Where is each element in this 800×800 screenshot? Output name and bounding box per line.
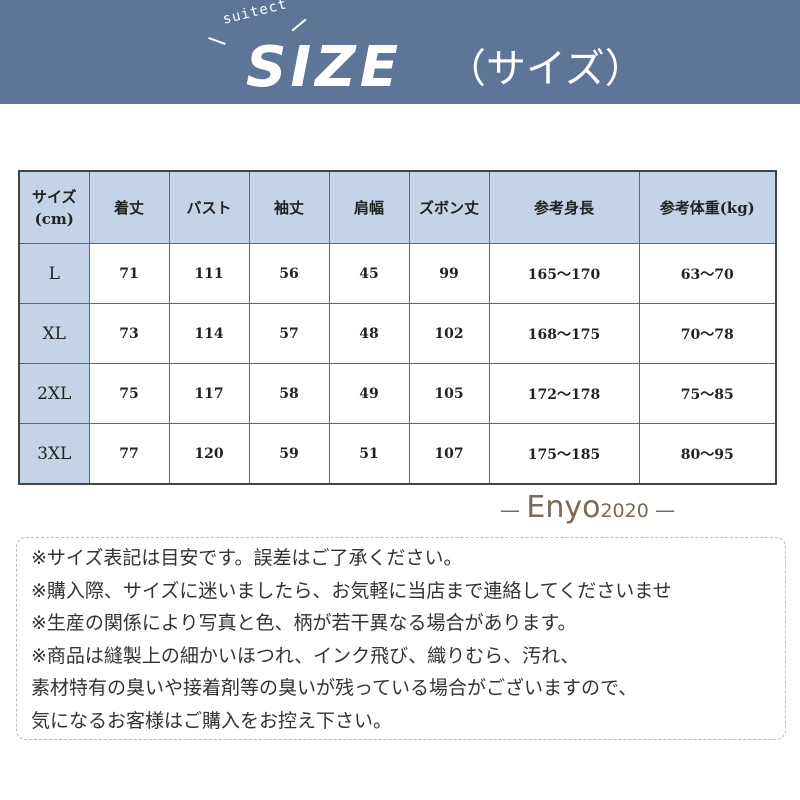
table-cell: 73	[88, 303, 170, 364]
watermark-dash: —	[500, 498, 527, 522]
header-sleeve: 袖丈	[248, 170, 330, 244]
note-line: 気になるお客様はご購入をお控え下さい。	[31, 709, 393, 732]
table-cell: 75〜85	[638, 363, 777, 424]
watermark-year: 2020	[600, 500, 649, 522]
header-bust: バスト	[168, 170, 250, 244]
table-cell: 75	[88, 363, 170, 424]
header-pants-length: ズボン丈	[408, 170, 490, 244]
table-cell: 48	[328, 303, 410, 364]
size-cell: XL	[18, 303, 90, 364]
table-cell: 114	[168, 303, 250, 364]
table-cell: 165〜170	[488, 243, 640, 304]
logo-kana-text: （サイズ）	[446, 46, 645, 92]
logo-small-text: suitect	[221, 0, 289, 28]
header-height: 参考身長	[488, 170, 640, 244]
table-cell: 111	[168, 243, 250, 304]
table-cell: 71	[88, 243, 170, 304]
table-row: XL 73 114 57 48 102 168〜175 70〜78	[18, 303, 777, 364]
watermark: — Enyo2020 —	[500, 492, 675, 527]
table-cell: 63〜70	[638, 243, 777, 304]
logo-slash-left	[208, 36, 226, 46]
table-cell: 117	[168, 363, 250, 424]
notes-box: ※サイズ表記は目安です。誤差はご了承ください。 ※購入際、サイズに迷いましたら、…	[16, 537, 786, 740]
table-cell: 49	[328, 363, 410, 424]
header-weight: 参考体重(kg)	[638, 170, 777, 244]
watermark-dash: —	[648, 498, 676, 522]
table-cell: 58	[248, 363, 330, 424]
table-cell: 120	[168, 423, 250, 485]
table-cell: 70〜78	[638, 303, 777, 364]
size-table: サイズ (cm) 着丈 バスト 袖丈 肩幅 ズボン丈 参考身長 参考体重(kg)…	[18, 170, 777, 485]
table-cell: 80〜95	[638, 423, 777, 485]
logo-slash-right	[291, 18, 307, 32]
table-cell: 168〜175	[488, 303, 640, 364]
table-cell: 105	[408, 363, 490, 424]
table-row: L 71 111 56 45 99 165〜170 63〜70	[18, 243, 777, 304]
table-header-row: サイズ (cm) 着丈 バスト 袖丈 肩幅 ズボン丈 参考身長 参考体重(kg)	[18, 170, 777, 244]
header-shoulder: 肩幅	[328, 170, 410, 244]
note-line: ※サイズ表記は目安です。誤差はご了承ください。	[31, 547, 463, 569]
note-line: ※購入際、サイズに迷いましたら、お気軽に当店まで連絡してくださいませ	[31, 579, 672, 602]
table-cell: 172〜178	[488, 363, 640, 424]
logo-size-text: SIZE	[246, 35, 403, 100]
title-banner: suitect SIZE （サイズ）	[0, 0, 800, 104]
header-size: サイズ (cm)	[18, 170, 90, 244]
size-cell: 2XL	[18, 363, 90, 424]
size-cell: 3XL	[18, 423, 90, 485]
table-cell: 57	[248, 303, 330, 364]
table-cell: 56	[248, 243, 330, 304]
table-cell: 107	[408, 423, 490, 485]
table-cell: 175〜185	[488, 423, 640, 485]
table-cell: 102	[408, 303, 490, 364]
size-cell: L	[18, 243, 90, 304]
note-line: 素材特有の臭いや接着剤等の臭いが残っている場合がございますので、	[31, 677, 638, 700]
table-cell: 77	[88, 423, 170, 485]
header-length: 着丈	[88, 170, 170, 244]
table-cell: 45	[328, 243, 410, 304]
note-line: ※生産の関係により写真と色、柄が若干異なる場合があります。	[31, 612, 577, 635]
table-cell: 51	[328, 423, 410, 485]
table-cell: 99	[408, 243, 490, 304]
note-line: ※商品は縫製上の細かいほつれ、インク飛び、織りむら、汚れ、	[31, 644, 580, 667]
table-row: 3XL 77 120 59 51 107 175〜185 80〜95	[18, 423, 777, 485]
watermark-name: Enyo	[526, 490, 601, 525]
table-row: 2XL 75 117 58 49 105 172〜178 75〜85	[18, 363, 777, 424]
table-cell: 59	[248, 423, 330, 485]
